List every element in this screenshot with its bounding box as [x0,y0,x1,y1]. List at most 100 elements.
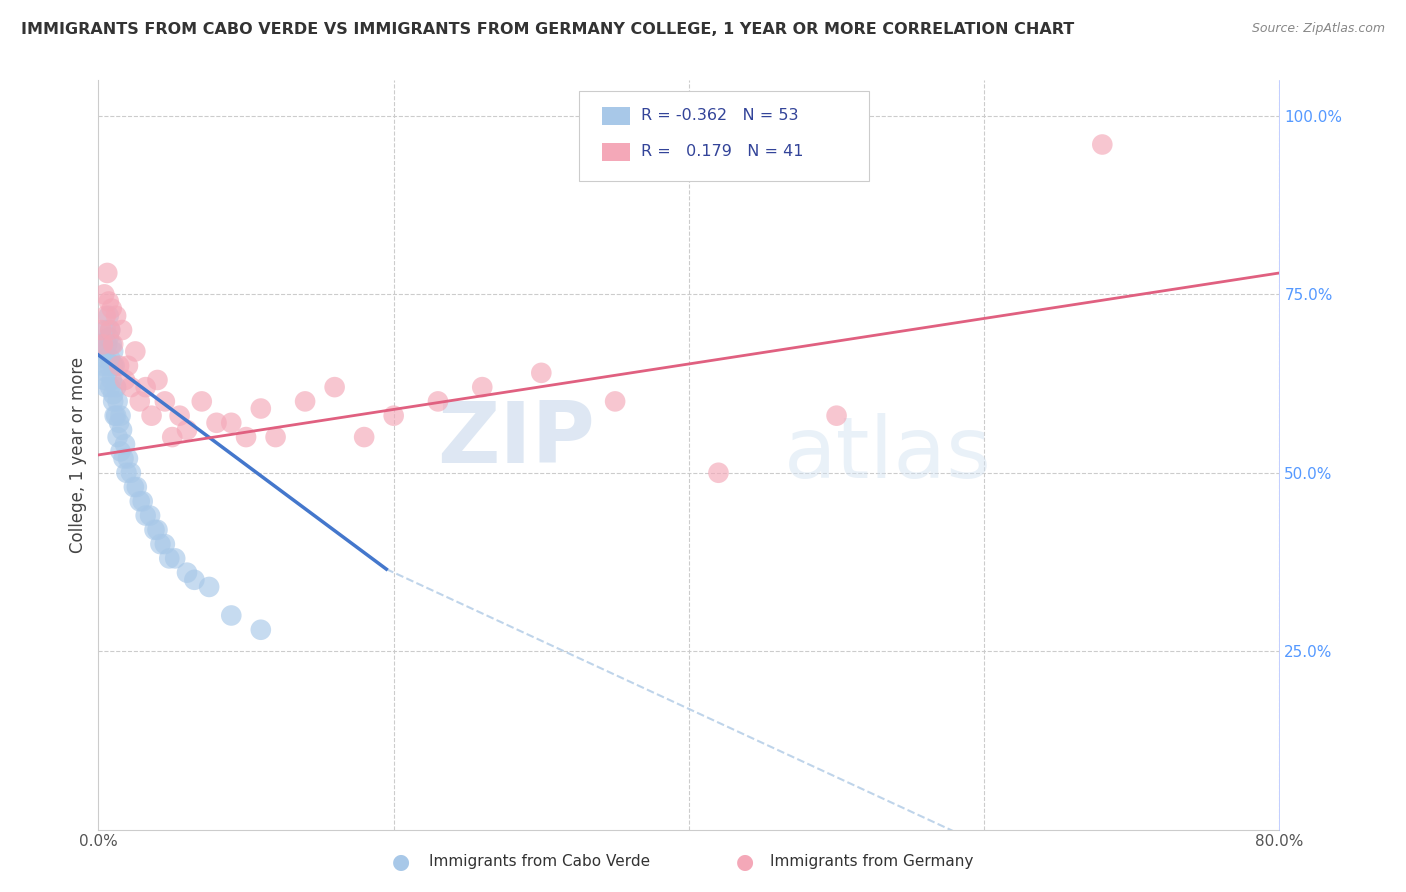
Point [98,351,121,366]
Point [382,409,405,423]
Point [108,416,131,430]
Point [132,494,155,508]
Point [122,480,145,494]
Point [323,380,346,394]
Point [264,430,287,444]
Point [143,523,166,537]
Point [111,423,134,437]
Y-axis label: College, 1 year or more: College, 1 year or more [69,357,87,553]
Point [98,323,121,337]
Point [97,359,120,373]
Text: Source: ZipAtlas.com: Source: ZipAtlas.com [1251,22,1385,36]
Point [107,430,129,444]
Text: ●: ● [392,853,409,872]
Point [105,380,128,394]
Point [96,266,118,280]
Point [104,409,127,423]
Point [146,373,169,387]
Point [825,409,848,423]
Point [153,394,176,409]
Point [183,573,205,587]
Point [165,551,187,566]
Point [250,401,273,416]
Point [707,466,730,480]
Point [135,508,157,523]
Point [94,323,117,337]
Point [91,337,114,351]
Point [114,373,136,387]
Text: ZIP: ZIP [437,399,595,482]
Point [103,359,125,373]
Point [471,380,494,394]
Point [105,409,128,423]
Point [94,351,117,366]
Point [94,380,117,394]
Point [153,537,176,551]
Point [157,551,180,566]
Point [94,309,117,323]
Point [117,359,139,373]
Point [100,301,122,316]
Point [141,409,163,423]
Point [353,430,375,444]
Point [91,359,114,373]
Text: R =   0.179   N = 41: R = 0.179 N = 41 [641,145,804,159]
Point [97,330,120,344]
Text: ●: ● [737,853,754,872]
Point [605,394,627,409]
Point [93,344,115,359]
Point [250,623,273,637]
Point [103,337,125,351]
Point [124,344,146,359]
Point [169,409,191,423]
Point [103,387,125,401]
Point [120,380,142,394]
Point [139,508,162,523]
Point [96,337,118,351]
Point [93,373,115,387]
Point [128,494,150,508]
Point [110,409,132,423]
Point [205,416,228,430]
Point [97,309,120,323]
Point [111,323,134,337]
Point [98,380,121,394]
Point [176,423,198,437]
Text: R = -0.362   N = 53: R = -0.362 N = 53 [641,109,799,123]
Point [100,373,122,387]
Point [1091,137,1114,152]
Point [146,523,169,537]
Point [93,287,115,301]
Point [104,359,127,373]
Point [162,430,183,444]
Point [108,359,131,373]
Point [97,294,120,309]
Point [294,394,316,409]
Point [115,466,138,480]
Point [117,451,139,466]
Point [105,309,128,323]
Point [103,344,125,359]
Point [221,608,243,623]
Point [98,323,121,337]
Text: Immigrants from Germany: Immigrants from Germany [770,854,974,869]
Point [530,366,553,380]
Point [135,380,157,394]
Point [96,366,118,380]
Point [125,480,148,494]
Text: atlas: atlas [783,413,991,497]
Point [90,337,112,351]
Point [90,323,112,337]
Point [235,430,257,444]
Point [149,537,172,551]
Point [427,394,450,409]
Point [112,451,135,466]
Point [120,466,142,480]
Point [191,394,214,409]
Point [100,337,122,351]
Point [176,566,198,580]
Text: IMMIGRANTS FROM CABO VERDE VS IMMIGRANTS FROM GERMANY COLLEGE, 1 YEAR OR MORE CO: IMMIGRANTS FROM CABO VERDE VS IMMIGRANTS… [21,22,1074,37]
Point [114,437,136,451]
Point [221,416,243,430]
Point [128,394,150,409]
